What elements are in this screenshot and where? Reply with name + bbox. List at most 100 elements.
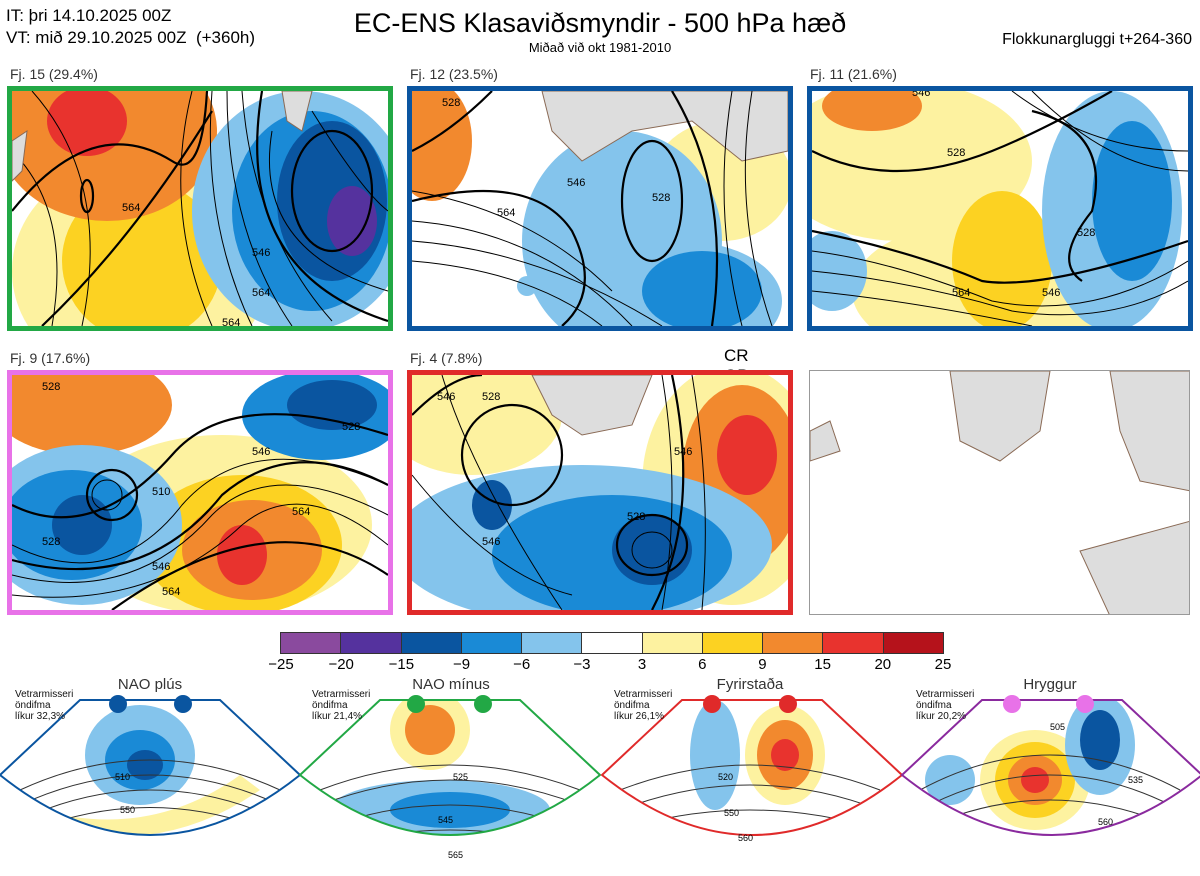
contour-label: 564 [252,287,270,299]
contour-label: 564 [162,586,180,598]
regime-maps: 510 550 525 545 565 520 550 560 505 535 … [0,695,1200,860]
regime-contour-label: 545 [438,815,453,825]
contour-label: 564 [292,506,310,518]
cluster-map-5: 546 528 546 528 546 [412,375,788,610]
colorbar-tick-label: −15 [388,656,415,673]
regime-type: öndifma [614,700,650,711]
contour-label: 546 [152,561,170,573]
colorbar-tick-label: 20 [874,656,892,673]
cluster-map-2: 528 546 564 528 [412,91,788,326]
operational-map [810,371,1189,614]
colorbar-segment [522,633,583,653]
contour-label: 564 [222,317,240,326]
contour-label: 546 [1042,287,1060,299]
contour-label: 528 [652,192,670,204]
colorbar-tick-label: 6 [698,656,707,673]
cluster-map-panel-4: 528 510 528 546 564 528 546 564 [7,370,393,615]
colorbar-segment [582,633,643,653]
cluster-map-1: 564 546 564 564 [12,91,388,326]
regime-season: Vetrarmisseri [916,689,975,700]
page-subtitle: Miðað við okt 1981-2010 [528,40,672,55]
header-dates: IT: þri 14.10.2025 00Z VT: mið 29.10.202… [6,5,255,49]
regime-season: Vetrarmisseri [614,689,673,700]
regime-panels: 510 550 525 545 565 520 550 560 505 535 … [0,680,1200,871]
contour-label: 528 [42,381,60,393]
contour-label: 510 [152,486,170,498]
colorbar-tick-label: −6 [513,656,531,673]
contour-label: 528 [627,511,645,523]
regime-contour-label: 505 [1050,722,1065,732]
regime-contour-label: 520 [718,772,733,782]
contour-label: 528 [482,391,500,403]
colorbar-tick-label: 15 [814,656,831,673]
colorbar-tick-label: 9 [758,656,767,673]
regime-contour-label: 550 [120,805,135,815]
contour-labels: 546 528 546 528 546 [437,391,692,548]
page-title: EC-ENS Klasaviðsmyndir - 500 hPa hæð [353,8,847,38]
regime-probability: líkur 20,2% [916,711,967,722]
colorbar-tick-label: −3 [573,656,591,673]
regime-type: öndifma [916,700,952,711]
panel-2-label: Fj. 12 (23.5%) [410,66,498,82]
cluster-map-3: 546 528 528 564 546 [812,91,1188,326]
contour-label: 528 [947,147,965,159]
regime-title-blocking: Fyrirstaða [716,676,784,693]
contour-label: 528 [42,536,60,548]
colorbar-segment [281,633,342,653]
contour-label: 546 [482,536,500,548]
contour-labels: 528 546 564 528 [442,97,670,219]
regime-contour-label: 560 [1098,817,1113,827]
regime-title-ridge: Hryggur [1023,676,1077,693]
colorbar-tick-label: −9 [452,656,471,673]
colorbar-segment [461,633,523,653]
regime-contour-label: 550 [724,808,739,818]
colorbar-tick-label: −20 [328,656,354,673]
colorbar-segment [823,633,884,653]
regime-type: öndifma [312,700,348,711]
valid-time: VT: mið 29.10.2025 00Z (+360h) [6,28,256,47]
colorbar-tick-label: −25 [268,656,294,673]
regime-contour-label: 560 [738,833,753,843]
contour-label: 528 [1077,227,1095,239]
regime-info-nao-plus: Vetrarmisseri öndifma líkur 32,3% [15,689,73,722]
contour-label: 564 [122,202,140,214]
panel-5-label: Fj. 4 (7.8%) [410,350,483,366]
regime-probability: líkur 21,4% [312,711,363,722]
regime-type: öndifma [15,700,51,711]
contour-label: 546 [912,91,930,99]
regime-probability: líkur 32,3% [15,711,66,722]
regime-season: Vetrarmisseri [15,689,74,700]
regime-title-nao-minus: NAO mínus [412,676,490,693]
panel-3-label: Fj. 11 (21.6%) [810,66,897,82]
cluster-map-4: 528 510 528 546 564 528 546 564 [12,375,388,610]
colorbar-tick-label: 3 [637,656,647,673]
contour-label: 564 [497,207,515,219]
contour-label: 546 [567,177,585,189]
colorbar-segment [642,633,703,653]
panel-1-label: Fj. 15 (29.4%) [10,66,98,82]
regime-title-nao-plus: NAO plús [117,676,183,693]
regime-probability: líkur 26,1% [614,711,665,722]
contour-label: 528 [442,97,460,109]
cluster-map-panel-2: 528 546 564 528 [407,86,793,331]
init-time: IT: þri 14.10.2025 00Z [6,6,172,25]
colorbar-segment [702,633,764,653]
cluster-map-panel-1: 564 546 564 564 [7,86,393,331]
colorbar-segment [341,633,402,653]
panel-4-label: Fj. 9 (17.6%) [10,350,91,366]
contour-label: 546 [252,247,270,259]
cluster-map-panel-3: 546 528 528 564 546 [807,86,1193,331]
regime-contour-label: 565 [448,850,463,860]
anomaly-colorbar [280,632,944,654]
contour-label: 528 [342,421,360,433]
regime-season: Vetrarmisseri [312,689,371,700]
regime-dots [109,695,1094,713]
colorbar-tick-label: 25 [934,656,952,673]
colorbar-segment [883,633,943,653]
regime-info-ridge: Vetrarmisseri öndifma líkur 20,2% [916,689,974,722]
contour-labels: 528 510 528 546 564 528 546 564 [42,381,360,598]
regime-info-blocking: Vetrarmisseri öndifma líkur 26,1% [614,689,672,722]
contour-labels: 546 528 528 564 546 [912,91,1095,299]
contour-label: 546 [437,391,455,403]
cluster-map-panel-5: 546 528 546 528 546 [407,370,793,615]
